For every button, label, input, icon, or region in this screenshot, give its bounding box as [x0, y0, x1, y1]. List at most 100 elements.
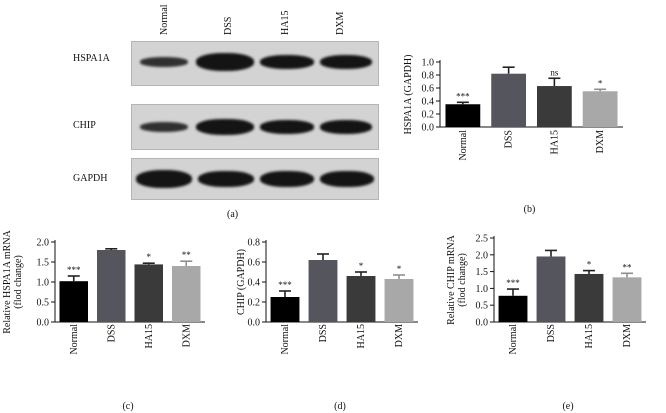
bar-ha15	[134, 264, 163, 322]
band-hspa1a-ha15	[260, 55, 314, 69]
chart-b: 0.0 0.2 0.4 0.6 0.8 1.0 HSPA1A (GAPDH) *** Norma…	[403, 55, 623, 215]
y-tick-label-0-6: 0.6	[248, 258, 261, 269]
panel-label-d: (d)	[334, 401, 346, 412]
significance-label-dxm: **	[623, 262, 633, 272]
y-tick-label-1-5: 1.5	[37, 258, 50, 269]
category-label-normal: Normal	[280, 324, 291, 355]
bar-dss	[536, 256, 566, 322]
bar-dxm	[172, 266, 201, 322]
category-label-dxm: DXM	[622, 324, 633, 347]
band-gapdh-dxm	[320, 171, 374, 187]
category-label-normal: Normal	[458, 130, 469, 161]
panel-label-e: (e)	[562, 401, 573, 412]
category-label-dss: DSS	[318, 324, 329, 342]
band-gapdh-normal	[136, 170, 192, 188]
band-hspa1a-dss	[196, 53, 254, 71]
y-tick-label-0-2: 0.2	[422, 110, 435, 121]
category-label-dxm: DXM	[595, 130, 606, 153]
y-tick-label-0-4: 0.4	[422, 97, 435, 108]
y-tick-label-0-0: 0.0	[37, 318, 50, 329]
category-label-normal: Normal	[508, 324, 519, 355]
blot-label-gapdh: GAPDH	[73, 173, 108, 184]
y-tick-label-2-0: 2.0	[476, 250, 489, 261]
bar-normal	[498, 295, 528, 322]
y-tick-label-2-5: 2.5	[476, 234, 489, 245]
bar-dss	[308, 260, 338, 322]
significance-label-dxm: *	[598, 78, 603, 88]
category-label-ha15: HA15	[144, 324, 155, 348]
bar-dxm	[582, 91, 618, 127]
blot-strip-hspa1a	[131, 41, 379, 86]
y-tick-label-1-5: 1.5	[476, 267, 489, 278]
significance-label-normal: ***	[278, 280, 292, 290]
band-gapdh-dss	[198, 171, 254, 187]
y-axis-label-line-2: (flod change)	[13, 255, 24, 309]
y-axis-label-line-1: Relative CHIP mRNA	[446, 234, 457, 324]
blot-strip-chip	[131, 104, 379, 150]
category-label-normal: Normal	[69, 324, 80, 355]
significance-label-dxm: **	[182, 250, 192, 260]
y-tick-label-0-0: 0.0	[248, 318, 261, 329]
significance-label-normal: ***	[456, 91, 470, 101]
band-chip-dxm	[320, 120, 372, 134]
category-label-dxm: DXM	[394, 324, 405, 347]
lane-label-dss: DSS	[223, 16, 234, 35]
bar-dss	[97, 250, 126, 322]
y-axis-label-line-1: Relative HSPA1A mRNA	[2, 229, 13, 333]
lane-label-dxm: DXM	[335, 11, 346, 35]
category-label-ha15: HA15	[584, 324, 595, 348]
band-chip-ha15	[260, 120, 314, 134]
significance-label-dxm: *	[397, 264, 402, 274]
y-tick-label-2-0: 2.0	[37, 238, 50, 249]
y-tick-label-0-8: 0.8	[422, 71, 435, 82]
panel-label-a: (a)	[227, 209, 239, 220]
bar-dss	[491, 73, 527, 127]
blot-label-hspa1a: HSPA1A	[73, 53, 110, 64]
y-tick-label-0-0: 0.0	[476, 318, 489, 329]
y-axis-label-line-2: (flod change)	[457, 253, 468, 307]
bar-ha15	[346, 276, 376, 322]
bar-ha15	[536, 86, 572, 127]
blot-strip-gapdh	[131, 158, 379, 200]
significance-label-ha15: *	[359, 261, 364, 271]
lane-label-ha15: HA15	[280, 10, 291, 35]
panel-label-b: (b)	[524, 204, 536, 215]
category-label-ha15: HA15	[356, 324, 367, 348]
y-tick-label-0-4: 0.4	[248, 278, 261, 289]
category-label-dss: DSS	[546, 324, 557, 342]
y-tick-label-0-5: 0.5	[37, 298, 50, 309]
panel-label-c: (c)	[122, 401, 133, 412]
significance-label-ha15: *	[147, 252, 152, 262]
y-tick-label-0-6: 0.6	[422, 84, 435, 95]
band-gapdh-ha15	[260, 171, 314, 187]
y-axis-label-line-1: CHIP (GAPDH)	[236, 249, 247, 315]
bar-ha15	[574, 273, 604, 322]
chart-e: 0.0 0.5 1.0 1.5 2.0 2.5 Relative CHIP mRNA (flo…	[446, 234, 646, 412]
significance-label-normal: ***	[67, 265, 81, 275]
band-chip-dss	[196, 119, 254, 135]
y-tick-label-1-0: 1.0	[476, 284, 489, 295]
panel-a-western-blot: Normal DSS HA15 DXM HSPA1A CHIP GAPDH	[0, 0, 400, 210]
category-label-dss: DSS	[106, 324, 117, 342]
bar-normal	[445, 104, 481, 127]
category-label-dss: DSS	[504, 130, 515, 148]
y-axis-label-line-1: HSPA1A (GAPDH)	[403, 55, 414, 135]
significance-label-ha15: ns	[550, 67, 559, 77]
category-label-dxm: DXM	[181, 324, 192, 347]
chart-c: 0.0 0.5 1.0 1.5 2.0 Relative HSPA1A mRNA (flod…	[2, 229, 205, 412]
significance-label-normal: ***	[506, 278, 520, 288]
lane-label-normal: Normal	[159, 4, 170, 35]
y-tick-label-0-8: 0.8	[248, 238, 261, 249]
category-label-ha15: HA15	[549, 130, 560, 154]
y-tick-label-0-0: 0.0	[422, 123, 435, 134]
band-hspa1a-dxm	[320, 55, 372, 69]
y-tick-label-1-0: 1.0	[37, 278, 50, 289]
band-chip-normal	[140, 122, 188, 132]
y-tick-label-0-2: 0.2	[248, 298, 261, 309]
blot-label-chip: CHIP	[73, 120, 96, 131]
y-tick-label-1-0: 1.0	[422, 58, 435, 69]
bar-dxm	[612, 277, 642, 322]
bar-dxm	[384, 279, 414, 322]
bar-normal	[270, 297, 300, 322]
